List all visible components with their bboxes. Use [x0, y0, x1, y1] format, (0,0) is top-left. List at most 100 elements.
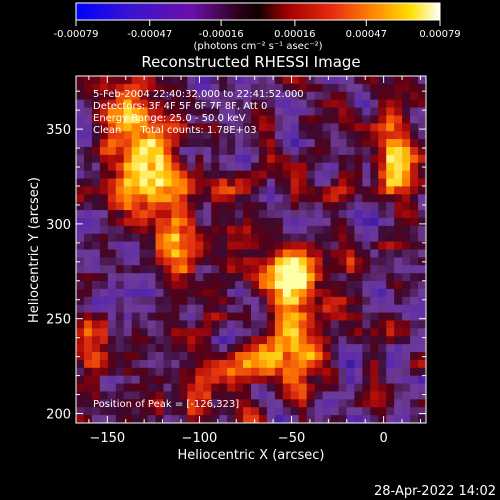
- image-pixel: [402, 265, 411, 274]
- image-pixel: [243, 162, 252, 172]
- image-pixel: [402, 336, 411, 345]
- image-pixel: [251, 399, 260, 408]
- image-pixel: [370, 352, 379, 361]
- image-pixel: [362, 170, 371, 180]
- image-pixel: [274, 194, 284, 203]
- image-pixel: [235, 202, 244, 211]
- image-pixel: [227, 186, 236, 195]
- image-pixel: [83, 139, 93, 148]
- image-pixel: [227, 154, 236, 164]
- image-pixel: [76, 352, 85, 361]
- image-pixel: [195, 336, 204, 345]
- image-pixel: [123, 312, 133, 322]
- image-pixel: [338, 257, 348, 266]
- image-pixel: [163, 233, 173, 243]
- image-pixel: [354, 241, 363, 251]
- image-pixel: [410, 249, 419, 258]
- image-pixel: [147, 344, 157, 353]
- image-pixel: [91, 186, 101, 195]
- image-pixel: [298, 367, 308, 377]
- image-pixel: [258, 186, 268, 195]
- image-pixel: [378, 273, 387, 282]
- image-pixel: [266, 225, 276, 235]
- image-pixel: [179, 296, 188, 306]
- image-pixel: [155, 296, 165, 306]
- image-pixel: [314, 186, 324, 195]
- image-pixel: [418, 154, 426, 164]
- image-pixel: [147, 265, 157, 274]
- image-pixel: [346, 320, 355, 329]
- image-pixel: [171, 265, 180, 274]
- image-pixel: [402, 115, 411, 124]
- image-pixel: [171, 273, 180, 282]
- image-pixel: [274, 123, 284, 132]
- image-pixel: [187, 83, 196, 93]
- image-pixel: [298, 296, 308, 306]
- image-pixel: [314, 131, 324, 140]
- image-pixel: [306, 367, 316, 377]
- image-pixel: [394, 154, 403, 164]
- image-pixel: [370, 273, 379, 282]
- image-pixel: [274, 99, 284, 109]
- image-pixel: [91, 146, 101, 156]
- image-pixel: [282, 296, 292, 306]
- annotation-time-range: 5-Feb-2004 22:40:32.000 to 22:41:52.000: [93, 89, 304, 100]
- image-pixel: [274, 76, 284, 85]
- image-pixel: [314, 281, 324, 290]
- image-pixel: [107, 407, 117, 416]
- image-pixel: [274, 328, 284, 337]
- image-pixel: [123, 320, 133, 329]
- image-pixel: [227, 225, 236, 235]
- image-pixel: [418, 265, 426, 274]
- image-pixel: [346, 131, 355, 140]
- image-pixel: [330, 257, 340, 266]
- image-pixel: [107, 273, 117, 282]
- image-pixel: [147, 352, 157, 361]
- image-pixel: [410, 202, 419, 211]
- image-pixel: [91, 83, 101, 93]
- image-pixel: [147, 139, 157, 148]
- image-pixel: [243, 154, 252, 164]
- image-pixel: [76, 312, 85, 322]
- image-pixel: [83, 233, 93, 243]
- image-pixel: [243, 344, 252, 353]
- image-pixel: [83, 91, 93, 101]
- image-pixel: [155, 249, 165, 258]
- image-pixel: [243, 194, 252, 203]
- image-pixel: [362, 367, 371, 377]
- image-pixel: [258, 312, 268, 322]
- image-pixel: [163, 91, 173, 101]
- image-pixel: [179, 154, 188, 164]
- image-pixel: [243, 383, 252, 393]
- image-pixel: [243, 375, 252, 385]
- image-pixel: [219, 99, 228, 109]
- image-pixel: [298, 154, 308, 164]
- image-pixel: [219, 328, 228, 337]
- image-pixel: [266, 210, 276, 219]
- image-pixel: [386, 186, 395, 195]
- image-pixel: [195, 123, 204, 132]
- image-pixel: [203, 415, 212, 423]
- image-pixel: [227, 178, 236, 188]
- annotation-clean: Clean Total counts: 1.78E+03: [93, 125, 257, 136]
- image-pixel: [76, 273, 85, 282]
- image-pixel: [418, 83, 426, 93]
- image-pixel: [258, 281, 268, 290]
- image-pixel: [203, 139, 212, 148]
- image-pixel: [203, 170, 212, 180]
- image-pixel: [338, 281, 348, 290]
- image-pixel: [123, 249, 133, 258]
- image-pixel: [274, 178, 284, 188]
- image-pixel: [251, 233, 260, 243]
- image-pixel: [290, 162, 300, 172]
- image-pixel: [306, 186, 316, 195]
- image-pixel: [322, 296, 332, 306]
- image-pixel: [354, 107, 363, 117]
- image-pixel: [402, 154, 411, 164]
- image-pixel: [322, 123, 332, 132]
- image-pixel: [219, 296, 228, 306]
- image-pixel: [394, 225, 403, 235]
- image-pixel: [330, 320, 340, 329]
- image-pixel: [123, 202, 133, 211]
- image-pixel: [171, 281, 180, 290]
